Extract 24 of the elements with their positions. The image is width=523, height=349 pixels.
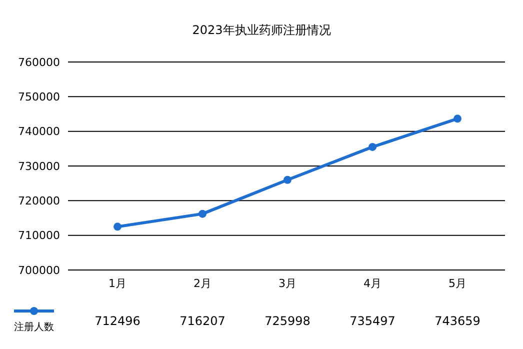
y-tick-label: 760000 bbox=[18, 56, 60, 69]
point bbox=[368, 142, 376, 151]
data-label: 735497 bbox=[350, 314, 396, 328]
point bbox=[454, 114, 462, 123]
legend-label: 注册人数 bbox=[14, 321, 54, 333]
y-tick-label: 720000 bbox=[18, 194, 60, 208]
y-tick-label: 740000 bbox=[18, 125, 60, 138]
data-label: 712496 bbox=[94, 314, 140, 328]
point bbox=[284, 176, 292, 184]
y-tick-label: 700000 bbox=[18, 264, 60, 277]
x-tick-label: 1月 bbox=[108, 277, 126, 290]
x-tick-label: 3月 bbox=[278, 277, 296, 290]
data-label: 725998 bbox=[264, 314, 310, 328]
x-tick-label: 5月 bbox=[448, 277, 466, 290]
y-tick-label: 750000 bbox=[18, 90, 60, 104]
data-label: 716207 bbox=[180, 314, 226, 328]
data-label: 743659 bbox=[434, 314, 480, 328]
y-tick-label: 710000 bbox=[18, 229, 60, 242]
point bbox=[198, 210, 206, 218]
y-tick-label: 730000 bbox=[18, 160, 60, 173]
chart-title: 2023年执业药师注册情况 bbox=[192, 23, 331, 37]
x-tick-label: 2月 bbox=[194, 277, 212, 290]
point bbox=[114, 222, 122, 231]
x-tick-label: 4月 bbox=[364, 277, 382, 290]
